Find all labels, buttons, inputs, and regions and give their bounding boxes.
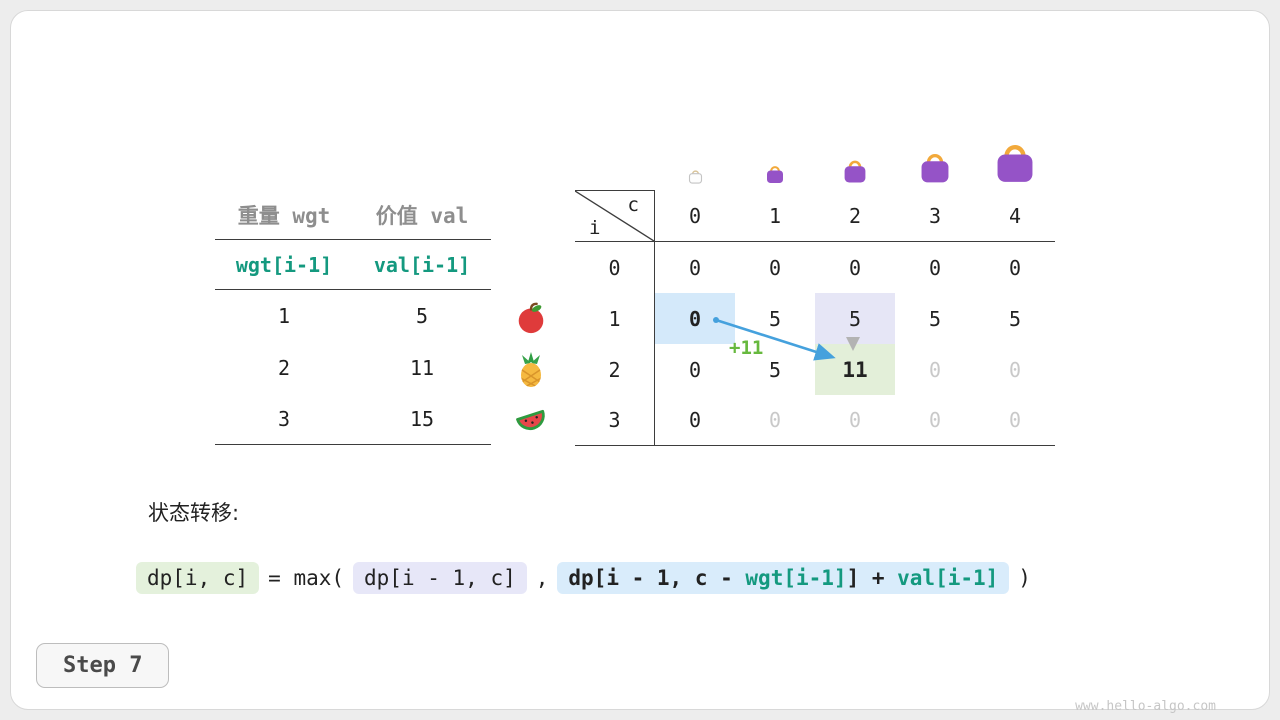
items-table: 重量 wgt 价值 val wgt[i-1] val[i-1] 1 5 2 11… (215, 190, 491, 445)
dp-row-0: 0 0 0 0 0 0 (575, 242, 1055, 293)
formula-arg2-text-2: ] + (846, 566, 898, 590)
dp-cell-1-0: 0 (655, 293, 735, 344)
item-1-weight: 1 (277, 304, 291, 328)
dp-row-header-2: 2 (575, 344, 655, 395)
watermark: www.hello-algo.com (1075, 699, 1216, 714)
dp-cell-1-2: 5 (815, 293, 895, 344)
step-badge: Step 7 (36, 643, 170, 688)
dp-row-3: 3 0 0 0 0 0 (575, 395, 1055, 446)
dp-cell-0-0: 0 (688, 255, 702, 280)
items-subheader-wgt: wgt[i-1] (235, 252, 333, 277)
item-2-weight: 2 (277, 355, 291, 380)
dp-cell-0-4: 0 (1008, 255, 1022, 280)
dp-row-header-3: 3 (575, 395, 655, 445)
formula-arg2-chip: dp[i - 1, c - wgt[i-1]] + val[i-1] (557, 562, 1010, 594)
formula-arg1-chip: dp[i - 1, c] (353, 562, 527, 594)
items-table-header-row: 重量 wgt 价值 val (215, 190, 491, 240)
items-subheader-val: val[i-1] (373, 252, 471, 277)
item-3-value: 15 (409, 406, 435, 431)
pineapple-icon (513, 352, 549, 387)
formula-max-operator: = max( (268, 566, 345, 590)
watermelon-icon (513, 403, 549, 437)
items-row-1: 1 5 (215, 290, 491, 342)
formula-separator: , (535, 566, 549, 590)
corner-diagonal-line (575, 191, 654, 241)
apple-icon (513, 301, 549, 335)
dp-row-header-1: 1 (575, 293, 655, 344)
dp-cell-2-1: 5 (768, 357, 782, 382)
items-row-3: 3 15 (215, 393, 491, 445)
bag-spacer (575, 184, 655, 188)
dp-col-header-4: 4 (1008, 203, 1022, 228)
dp-col-header-0: 0 (688, 203, 702, 228)
capacity-bags-row (575, 126, 1055, 188)
dp-cell-3-4: 0 (1008, 408, 1022, 432)
dp-row-header-0: 0 (575, 242, 655, 293)
item-2-value: 11 (409, 355, 435, 380)
items-row-2: 2 11 (215, 342, 491, 393)
dp-cell-2-2: 11 (815, 344, 895, 395)
formula-lhs-chip: dp[i, c] (136, 562, 260, 594)
dp-col-header-2: 2 (848, 203, 862, 228)
dp-row-2: 2 0 5 11 0 0 (575, 344, 1055, 395)
bag-icon-capacity-3 (895, 147, 975, 188)
dp-cell-0-3: 0 (928, 255, 942, 280)
bag-icon-capacity-4 (975, 136, 1055, 188)
dp-table: c i 0 1 2 3 4 0 0 0 0 0 0 1 0 5 5 5 5 2 … (575, 190, 1055, 446)
formula-section-label: 状态转移: (148, 501, 240, 525)
bag-icon-capacity-2 (815, 155, 895, 188)
items-col-header-value: 价值 val (375, 203, 469, 228)
items-col-header-weight: 重量 wgt (237, 203, 331, 228)
dp-header-row: c i 0 1 2 3 4 (575, 190, 1055, 242)
dp-cell-1-4: 5 (1008, 306, 1022, 331)
formula-arg2-val: val[i-1] (897, 566, 999, 590)
items-table-subheader-row: wgt[i-1] val[i-1] (215, 240, 491, 290)
dp-cell-1-3: 5 (928, 306, 942, 331)
corner-label-c: c (627, 194, 639, 216)
dp-corner-cell: c i (575, 190, 655, 241)
formula-close-paren: ) (1018, 566, 1031, 590)
dp-cell-2-3: 0 (928, 357, 942, 382)
state-transition-formula: dp[i, c] = max( dp[i - 1, c] , dp[i - 1,… (136, 562, 1031, 594)
corner-label-i: i (589, 217, 601, 239)
dp-cell-3-3: 0 (928, 408, 942, 432)
dp-col-header-1: 1 (768, 203, 782, 228)
dp-cell-3-2: 0 (848, 408, 862, 432)
dp-cell-3-1: 0 (768, 408, 782, 432)
dp-cell-2-4: 0 (1008, 357, 1022, 382)
dp-row-1: 1 0 5 5 5 5 (575, 293, 1055, 344)
item-3-weight: 3 (277, 406, 291, 431)
transition-value-label: +11 (729, 337, 764, 359)
item-1-value: 5 (415, 304, 429, 328)
formula-arg2-wgt: wgt[i-1] (745, 566, 847, 590)
dp-col-header-3: 3 (928, 203, 942, 228)
formula-arg2-text-1: dp[i - 1, c - (568, 566, 746, 590)
bag-icon-capacity-1 (735, 162, 815, 188)
dp-cell-3-0: 0 (688, 408, 702, 432)
dp-cell-2-0: 0 (688, 357, 702, 382)
bag-icon-capacity-0 (655, 167, 735, 188)
dp-cell-0-1: 0 (768, 255, 782, 280)
dp-cell-0-2: 0 (848, 255, 862, 280)
